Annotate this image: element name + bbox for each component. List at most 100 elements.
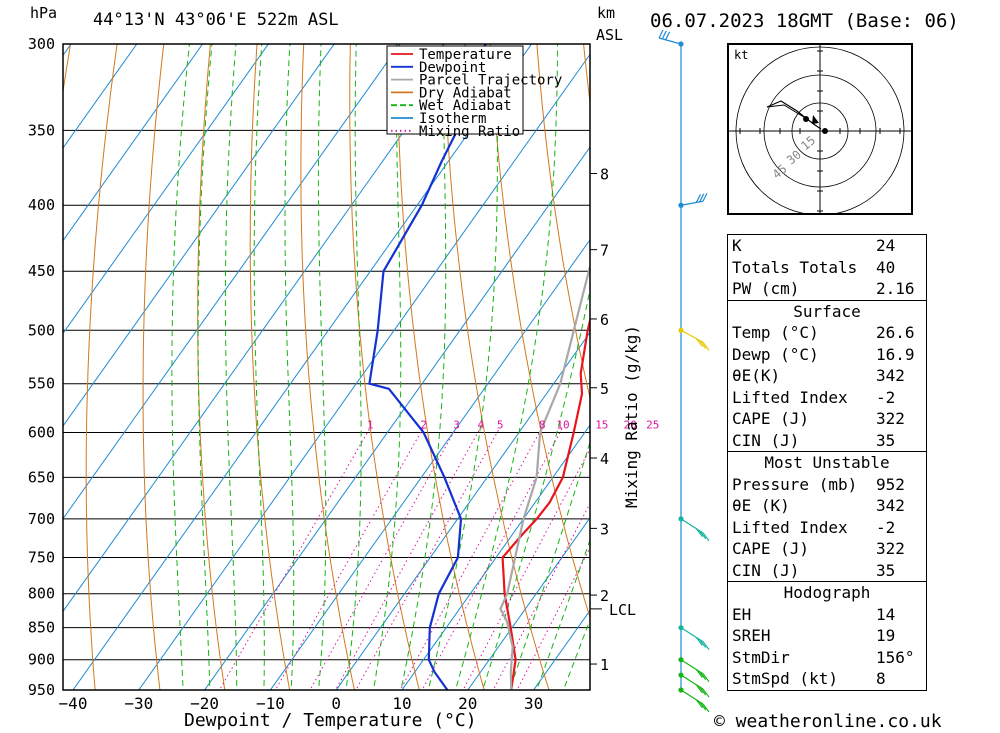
km-tick-label: 2 <box>600 587 609 605</box>
indices-section-title: Hodograph <box>727 581 927 604</box>
pressure-tick-label: 400 <box>28 196 55 214</box>
wind-barb-feather <box>695 699 703 709</box>
pressure-tick-label: 850 <box>28 619 55 637</box>
dry-adiabat-line <box>489 44 590 620</box>
wet-adiabat-line <box>536 538 590 690</box>
mixing-ratio-line <box>462 448 590 690</box>
isotherm-line <box>63 44 401 520</box>
index-value: 342 <box>876 366 905 386</box>
wind-barb-feather <box>702 641 710 651</box>
lcl-label: LCL <box>609 601 636 619</box>
wind-barb <box>680 627 710 651</box>
hodograph-trace-secondary <box>766 104 808 120</box>
mixing-ratio-line <box>274 427 424 690</box>
index-label: CAPE (J) <box>732 409 810 429</box>
dry-adiabat-line <box>396 44 485 690</box>
isotherm-line <box>63 44 467 613</box>
wind-barb <box>680 518 710 542</box>
wind-barb-feather <box>695 637 703 646</box>
km-tick-label: 3 <box>600 520 609 538</box>
wind-barb-feather <box>658 29 664 39</box>
isotherm-line <box>335 331 590 690</box>
pressure-tick-label: 600 <box>28 423 55 441</box>
wind-barb-feather <box>699 530 707 540</box>
indices-row: StmDir 156° <box>728 647 927 669</box>
index-value: 952 <box>876 474 905 494</box>
indices-row: StmSpd (kt) 8 <box>728 668 927 690</box>
wind-barb-shaft <box>680 659 704 675</box>
dry-adiabat-line <box>300 44 356 690</box>
isotherm-line <box>401 424 590 690</box>
km-unit-label: km <box>597 4 616 22</box>
index-value: 322 <box>876 539 905 559</box>
hodograph-panel: kt 15 30 45 <box>727 43 913 215</box>
indices-row: CIN (J) 35 <box>728 560 927 582</box>
wet-adiabat-line <box>400 44 447 690</box>
pressure-tick-label: 500 <box>28 321 55 339</box>
wind-barb-feather <box>699 686 707 696</box>
mixing-ratio-line <box>309 427 457 690</box>
legend-label: Temperature <box>419 47 512 63</box>
indices-row: Dewp (°C) 16.9 <box>728 344 927 366</box>
index-value: 14 <box>876 604 896 624</box>
temperature-tick-label: −40 <box>59 694 88 713</box>
indices-row: PW (cm) 2.16 <box>728 278 927 300</box>
index-label: CIN (J) <box>732 560 800 580</box>
indices-row: Lifted Index -2 <box>728 387 927 409</box>
legend-label: Parcel Trajectory <box>419 73 562 89</box>
plot-frame <box>62 43 591 691</box>
wind-barb-feather <box>695 338 703 348</box>
indices-row: θE(K) 342 <box>728 365 927 387</box>
indices-section-header: Most Unstable <box>727 451 927 474</box>
dry-adiabat-line <box>951 25 1000 696</box>
indices-row: K 24 <box>728 235 927 257</box>
legend-label: Dry Adiabat <box>419 85 512 101</box>
mixing-ratio-line <box>355 427 501 690</box>
dry-adiabat-line <box>249 44 291 690</box>
indices-row: EH 14 <box>728 604 927 626</box>
wet-adiabat-line <box>454 44 558 690</box>
wet-adiabat-line <box>562 618 590 690</box>
wind-barb-shaft <box>680 518 704 534</box>
wind-barb <box>680 329 710 351</box>
wet-adiabat-line <box>427 44 498 690</box>
index-value: 35 <box>876 430 896 450</box>
temperature-tick-label: 30 <box>524 694 543 713</box>
index-value: 342 <box>876 496 905 516</box>
wind-profile <box>658 29 710 713</box>
wind-barb-feather <box>695 528 703 538</box>
wind-barb-feather <box>702 341 710 351</box>
hodograph-point <box>803 116 809 122</box>
mixing-ratio-line <box>399 427 543 690</box>
wind-barb <box>680 192 708 206</box>
mixing-ratio-axis-title: Mixing Ratio (g/kg) <box>622 324 641 508</box>
dewpoint-profile <box>368 44 487 690</box>
wet-adiabat-line <box>372 44 402 690</box>
indices-row: Pressure (mb) 952 <box>728 474 927 496</box>
indices-row: Temp (°C) 26.6 <box>728 322 927 344</box>
wind-barb-feather <box>661 30 667 40</box>
x-axis-title: Dewpoint / Temperature (°C) <box>184 710 477 731</box>
wet-adiabat-line <box>171 44 190 690</box>
km-tick-label: 5 <box>600 380 609 398</box>
index-value: 16.9 <box>876 344 915 364</box>
storm-motion-arrow <box>812 115 819 124</box>
pressure-tick-label: 800 <box>28 585 55 603</box>
pressure-tick-label: 650 <box>28 468 55 486</box>
indices-row: CAPE (J) 322 <box>728 538 927 560</box>
indices-row: CAPE (J) 322 <box>728 408 927 430</box>
indices-section-title: Surface <box>727 299 927 322</box>
index-value: 26.6 <box>876 323 915 343</box>
index-label: Lifted Index <box>732 517 848 537</box>
wet-adiabat-line <box>197 44 213 690</box>
indices-row: Totals Totals 40 <box>728 257 927 279</box>
hodograph-ring-label: 30 <box>784 147 804 167</box>
temperature-tick-label: 20 <box>458 694 477 713</box>
wind-barb <box>658 29 682 45</box>
wind-barb-feather <box>699 193 705 203</box>
mixing-ratio-label: 3 <box>453 418 460 431</box>
dry-adiabat-line <box>142 44 165 690</box>
wind-barb-shaft <box>680 689 704 705</box>
wind-barb-shaft <box>680 329 704 343</box>
